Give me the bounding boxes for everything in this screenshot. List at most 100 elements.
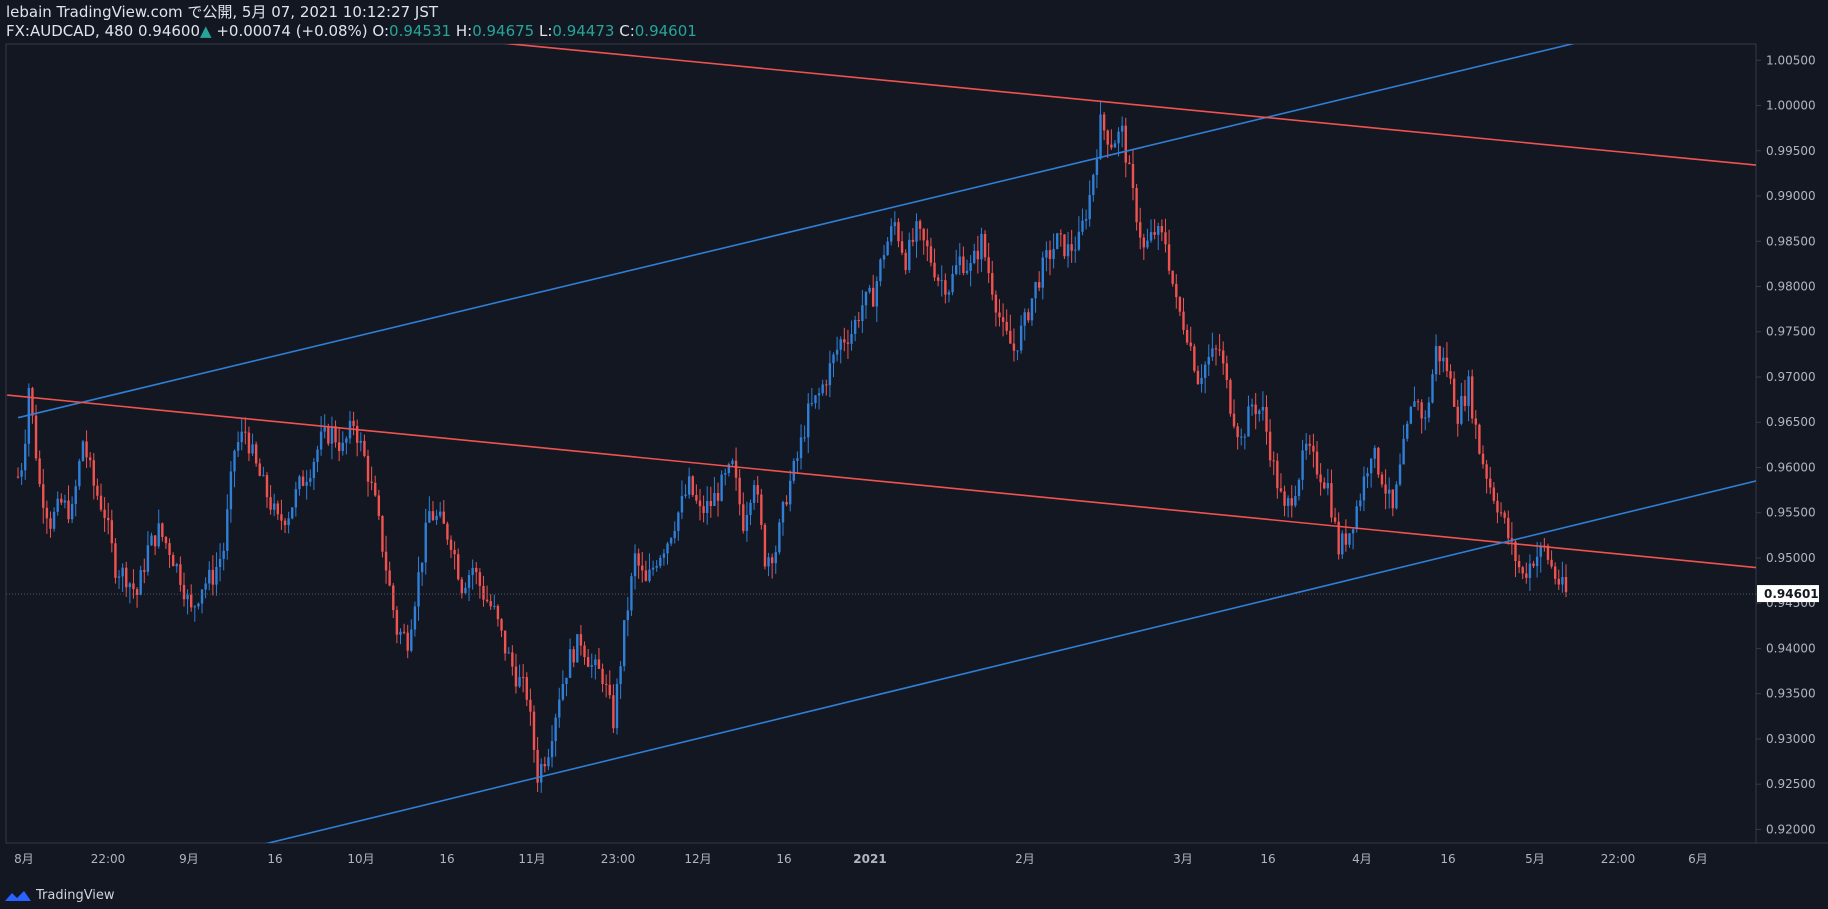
candle-body [460, 579, 464, 594]
candle-body [291, 507, 294, 519]
candle-body [781, 502, 785, 523]
candle-body [897, 222, 900, 242]
candle-body [702, 506, 705, 513]
candle-body [1081, 220, 1084, 232]
x-tick-label: 22:00 [1601, 852, 1636, 866]
candle-body [34, 415, 38, 459]
candle-body [1218, 349, 1221, 351]
candle-body [1117, 131, 1120, 144]
candle-body [619, 666, 622, 684]
candle-body [186, 594, 189, 600]
candle-body [648, 569, 651, 581]
candle-body [49, 518, 52, 529]
candle-body [1413, 401, 1416, 407]
candle-body [1030, 298, 1034, 321]
candle-body [132, 583, 135, 590]
y-tick-label: 0.93000 [1766, 732, 1816, 746]
candle-body [709, 500, 713, 507]
up-arrow-icon: ▲ [200, 22, 212, 40]
y-tick-label: 0.94000 [1766, 641, 1816, 655]
candle-body [1189, 342, 1192, 347]
candle-body [1250, 404, 1254, 407]
candle-body [1301, 450, 1304, 480]
candle-body [720, 474, 723, 501]
candle-body [673, 530, 676, 539]
blue-trendline[interactable] [17, 35, 1609, 419]
candle-body [1406, 423, 1409, 439]
candle-body [208, 569, 211, 584]
candle-body [770, 557, 774, 564]
x-tick-label: 23:00 [601, 852, 636, 866]
candle-body [1308, 443, 1312, 446]
candle-body [623, 620, 626, 667]
y-tick-label: 0.98500 [1766, 234, 1816, 248]
blue-trendline[interactable] [213, 438, 1828, 857]
candle-body [868, 287, 871, 292]
candle-body [31, 388, 34, 416]
candle-body [1095, 158, 1099, 175]
candle-body [410, 629, 413, 651]
candle-body [16, 476, 20, 478]
high-label: H: [455, 22, 473, 40]
candle-body [457, 554, 460, 580]
plot-frame [5, 43, 1757, 844]
candle-body [1355, 506, 1358, 530]
candle-body [309, 478, 312, 482]
candle-body [752, 485, 756, 503]
candle-body [792, 460, 796, 481]
candle-body [146, 545, 150, 572]
candle-body [817, 393, 821, 396]
candle-body [1478, 424, 1481, 454]
candle-body [915, 221, 918, 242]
candle-body [1449, 371, 1452, 379]
candle-body [1521, 567, 1524, 574]
candle-body [738, 477, 741, 505]
candle-body [1139, 222, 1142, 238]
candle-body [74, 486, 77, 505]
candle-body [1203, 364, 1207, 379]
candle-body [1507, 517, 1510, 539]
candle-body [1211, 348, 1214, 357]
last-price: 0.94600 [137, 22, 201, 40]
candle-body [1279, 488, 1283, 492]
candle-body [749, 502, 752, 515]
x-tick-label: 11月 [518, 852, 545, 866]
candle-body [287, 518, 290, 526]
candle-body [846, 342, 850, 344]
candle-body [153, 535, 157, 547]
candle-body [731, 460, 734, 465]
candle-body [467, 575, 471, 588]
candle-body [1348, 533, 1351, 545]
candle-body [110, 520, 114, 544]
candle-body [381, 516, 384, 552]
candle-body [168, 543, 171, 556]
candle-body [716, 492, 720, 501]
candle-body [983, 233, 987, 258]
candle-body [1323, 482, 1326, 489]
candle-body [70, 504, 74, 520]
footer-brand[interactable]: TradingView [4, 888, 115, 903]
red-trendline[interactable] [354, 29, 1828, 183]
candle-body [355, 425, 359, 443]
candle-body [359, 440, 362, 443]
candle-body [951, 273, 954, 293]
last-price-label: 0.94601 [1764, 587, 1819, 601]
candle-body [265, 475, 269, 498]
candle-body [341, 442, 344, 452]
candle-body [796, 458, 799, 461]
candle-body [1290, 498, 1293, 506]
y-tick-label: 0.97500 [1766, 325, 1816, 339]
candle-body [900, 241, 904, 253]
red-trendline[interactable] [7, 394, 1828, 585]
candle-body [164, 536, 168, 544]
candle-body [482, 585, 485, 600]
y-tick-label: 0.98000 [1766, 280, 1816, 294]
candle-body [543, 764, 547, 767]
candle-body [420, 562, 424, 573]
candle-body [980, 233, 983, 260]
candle-body [756, 485, 759, 495]
candle-body [991, 273, 994, 295]
candle-body [1012, 343, 1016, 351]
candle-body [1131, 164, 1135, 188]
